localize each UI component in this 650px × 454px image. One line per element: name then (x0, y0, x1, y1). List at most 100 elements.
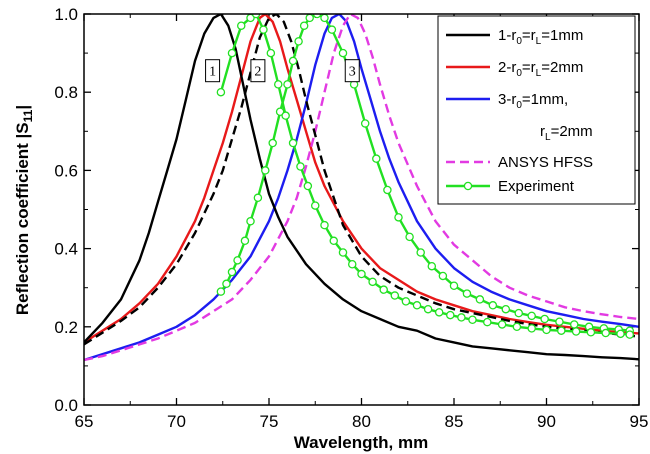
series-line-0 (84, 14, 639, 361)
series-marker-6 (227, 48, 237, 58)
legend-text-part: 0 (516, 100, 522, 111)
series-marker-6 (483, 317, 492, 327)
legend-text-part: 0 (516, 68, 522, 79)
series-marker-5 (268, 138, 277, 148)
legend-text-part: L (536, 36, 542, 47)
legend-text-part: =2mm (551, 123, 593, 140)
series-marker-5 (261, 166, 270, 175)
x-axis-title: Wavelength, mm (294, 433, 428, 452)
series-marker-5 (233, 256, 242, 265)
series-marker-6 (251, 14, 261, 19)
series-marker-6 (423, 304, 433, 314)
series-marker-6 (236, 21, 246, 30)
y-tick-label: 1.0 (54, 5, 78, 24)
legend-text-part: =1mm (541, 27, 583, 44)
legend-label: 1-r0=rL=1mm (498, 27, 583, 47)
series-marker-6 (571, 327, 581, 336)
legend-text-part: L (536, 68, 542, 79)
series-marker-5 (283, 80, 292, 89)
series-marker-6 (368, 277, 377, 287)
x-tick-label: 85 (445, 412, 464, 431)
series-marker-5 (246, 216, 255, 226)
annotation-box (344, 59, 360, 83)
legend-text-part: r (540, 123, 545, 140)
legend-box (437, 15, 636, 205)
series-marker-5 (305, 14, 314, 23)
legend-text-part: =r (522, 27, 536, 44)
series-marker-6 (273, 80, 283, 89)
legend-text-part: L (545, 132, 551, 143)
series-line-3 (84, 14, 639, 362)
series-marker-5 (360, 119, 370, 128)
legend-label-line2: rL=2mm (540, 123, 593, 143)
series-marker-6 (320, 220, 329, 230)
y-axis-title-main: Reflection coefficient |S (13, 122, 32, 315)
series-marker-5 (240, 236, 250, 246)
series-marker-5 (449, 281, 459, 290)
legend-label: 2-r0=rL=2mm (498, 59, 583, 79)
series-marker-5 (294, 37, 303, 46)
series-marker-6 (457, 313, 466, 322)
series-marker-5 (514, 308, 524, 318)
annotation-label: 3 (349, 65, 356, 80)
series-marker-6 (281, 111, 290, 120)
series-marker-5 (312, 14, 322, 19)
series-marker-6 (468, 315, 477, 325)
series-marker-5 (427, 261, 437, 271)
series-marker-5 (540, 314, 549, 324)
legend-text-part: =1mm, (522, 91, 568, 108)
series-marker-5 (501, 304, 511, 314)
tick-labels: 65 70 75 80 85 90 95 0.0 0.2 0.4 0.6 0.8 1.0 (54, 5, 648, 431)
series-marker-6 (616, 329, 625, 339)
series-marker-6 (310, 201, 320, 210)
series-marker-5 (288, 56, 298, 66)
legend-label: Experiment (498, 178, 575, 195)
series-marker-6 (357, 269, 366, 279)
x-tick-label: 95 (630, 412, 649, 431)
series-marker-6 (347, 259, 357, 269)
series-marker-6 (390, 291, 400, 300)
legend-label: ANSYS HFSS (498, 154, 593, 171)
series-marker-6 (512, 322, 522, 332)
annotation-box (250, 59, 266, 83)
curve-annotations: 1 2 3 (205, 59, 360, 83)
series-marker-5 (320, 14, 329, 23)
series-marker-6 (601, 328, 610, 338)
legend-text-part: 1-r (498, 27, 516, 44)
series-marker-5 (416, 248, 425, 257)
series-marker-6 (412, 301, 422, 310)
y-tick-label: 0.8 (54, 83, 78, 102)
y-axis-title: Reflection coefficient |S11| (13, 105, 35, 315)
series-marker-6 (338, 248, 348, 257)
series-marker-5 (253, 193, 263, 203)
legend-text-part: 3-r (498, 91, 516, 108)
series-marker-5 (383, 185, 392, 195)
series-marker-5 (394, 213, 403, 222)
legend-text-part: =r (522, 59, 536, 76)
legend-text-part: 2-r (498, 59, 516, 76)
annotation-box (205, 59, 221, 83)
series-marker-6 (288, 138, 298, 148)
series-marker-6 (557, 326, 566, 335)
series-marker-5 (527, 311, 536, 321)
x-tick-label: 80 (352, 412, 371, 431)
series-line-1 (84, 14, 639, 344)
series-marker-5 (222, 279, 231, 289)
series-marker-6 (303, 181, 313, 191)
series-marker-5 (570, 320, 579, 329)
y-axis-title-sub: 11 (21, 109, 35, 122)
series-marker-5 (216, 287, 226, 296)
series-marker-6 (216, 87, 226, 97)
plot-frame (83, 13, 640, 406)
series-marker-5 (405, 232, 414, 242)
series-marker-5 (438, 271, 448, 281)
series-marker-6 (259, 25, 268, 34)
series-marker-5 (462, 289, 472, 298)
x-tick-label: 70 (167, 412, 186, 431)
series-marker-6 (542, 325, 551, 335)
series-marker-6 (379, 285, 388, 294)
legend-text-part: ANSYS HFSS (498, 154, 593, 171)
series-marker-6 (296, 162, 305, 171)
legend-marker (463, 181, 473, 191)
